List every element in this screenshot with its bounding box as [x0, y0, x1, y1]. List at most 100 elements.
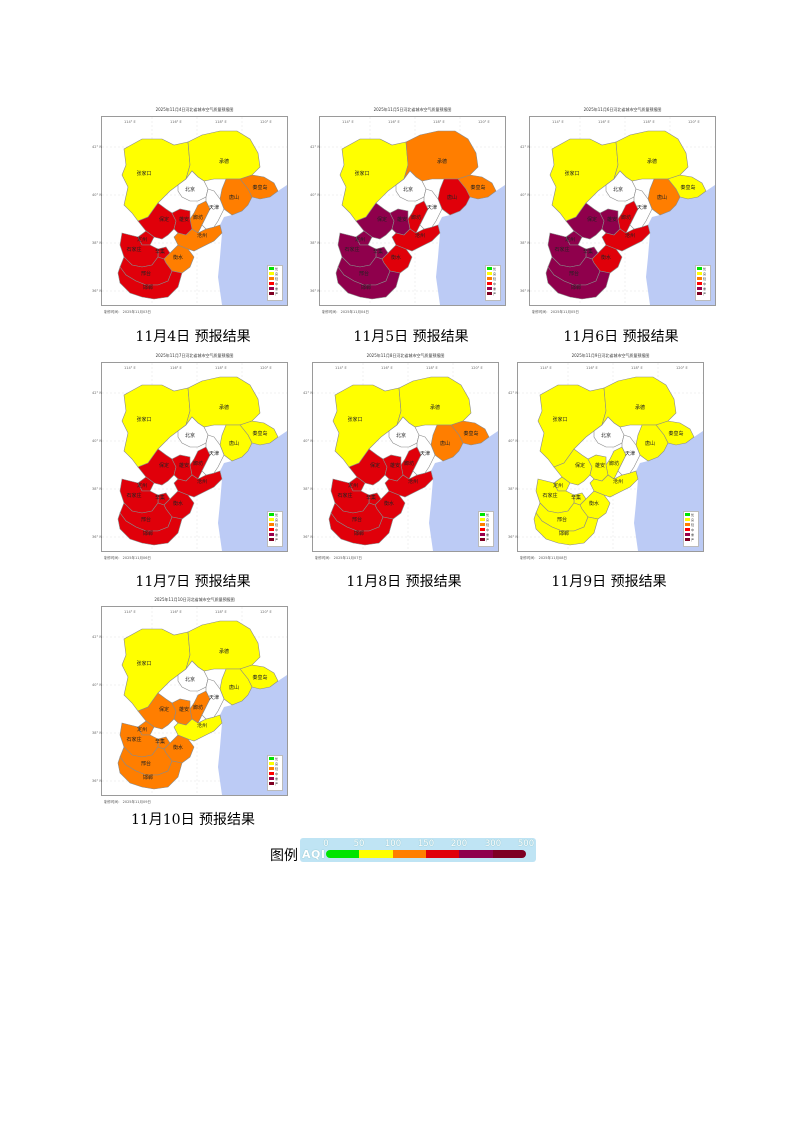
- region-zjk: [332, 384, 402, 468]
- aqi-color-segment: [459, 850, 493, 858]
- map-legend-text: 良: [486, 517, 490, 522]
- map-legend-item: 良: [684, 517, 698, 522]
- city-label-dj: 定州: [348, 482, 358, 489]
- city-label-zjk: 张家口: [354, 170, 369, 177]
- longitude-tick: 116° E: [170, 610, 182, 614]
- map-title: 2025年11月7日河北省城市空气质量预报图: [155, 353, 234, 358]
- longitude-tick: 120° E: [260, 366, 272, 370]
- panel-caption: 11月9日 预报结果: [551, 574, 667, 590]
- city-label-bj: 北京: [601, 432, 611, 439]
- region-zjk: [121, 138, 191, 222]
- city-label-lf: 廊坊: [411, 214, 421, 221]
- longitude-tick: 116° E: [170, 366, 182, 370]
- city-label-xt: 邢台: [141, 270, 151, 277]
- city-label-lf: 廊坊: [621, 214, 631, 221]
- longitude-tick: 114° E: [552, 120, 564, 124]
- city-label-lf: 廊坊: [609, 460, 619, 467]
- forecast-map-panel: 2025年11月6日河北省城市空气质量预报图 张家口 承德 秦皇岛 唐山 廊坊 保定 雄安 定州…: [520, 107, 716, 314]
- city-label-zjk: 张家口: [347, 416, 362, 423]
- map-legend-text: 中: [275, 771, 279, 776]
- longitude-tick: 114° E: [124, 120, 136, 124]
- map-legend-swatch: [487, 292, 492, 295]
- city-label-ts: 唐山: [229, 684, 239, 691]
- city-label-tj: 天津: [637, 204, 647, 211]
- latitude-tick: 42° N: [508, 391, 518, 395]
- map-legend-item: 中: [268, 527, 282, 532]
- map-legend-item: 严: [268, 291, 282, 296]
- city-label-tj: 天津: [209, 450, 219, 457]
- map-legend-item: 严: [479, 537, 493, 542]
- map-legend-item: 中: [479, 527, 493, 532]
- longitude-tick: 118° E: [215, 610, 227, 614]
- map-legend-swatch: [269, 767, 274, 770]
- city-label-bj: 北京: [185, 186, 195, 193]
- city-label-sjz: 石家庄: [542, 492, 557, 499]
- city-label-cz: 沧州: [613, 478, 623, 485]
- city-label-hd: 邯郸: [571, 284, 581, 291]
- region-cd: [601, 376, 677, 428]
- city-label-bj: 北京: [185, 432, 195, 439]
- city-label-xt: 邢台: [569, 270, 579, 277]
- city-label-xa: 雄安: [397, 216, 407, 223]
- longitude-tick: 118° E: [215, 120, 227, 124]
- city-label-qhd: 秦皇岛: [668, 430, 683, 437]
- map-legend-text: 中: [275, 281, 279, 286]
- city-label-lf: 廊坊: [404, 460, 414, 467]
- map-legend-item: 优: [486, 266, 500, 271]
- region-hd: [328, 512, 394, 546]
- map-legend-swatch: [685, 523, 690, 526]
- map-legend-text: 良: [493, 271, 497, 276]
- map-legend-swatch: [269, 287, 274, 290]
- map-legend-text: 优: [275, 756, 279, 761]
- legend-label: 图例: [270, 848, 298, 864]
- city-label-bd: 保定: [159, 462, 169, 469]
- latitude-tick: 36° N: [310, 289, 320, 293]
- latitude-tick: 38° N: [92, 241, 102, 245]
- city-label-ts: 唐山: [440, 440, 450, 447]
- longitude-tick: 116° E: [388, 120, 400, 124]
- aqi-legend-bar: AQI 0 50 100 150 200 300 500: [300, 838, 536, 862]
- map-footnote: 制作时间： 2025年11月06日: [104, 556, 151, 560]
- map-legend-item: 优: [479, 512, 493, 517]
- aqi-color-segment: [326, 850, 359, 858]
- city-label-ts: 唐山: [447, 194, 457, 201]
- region-ts: [219, 424, 253, 462]
- city-label-zjk: 张家口: [552, 416, 567, 423]
- map-legend-swatch: [697, 292, 702, 295]
- latitude-tick: 42° N: [303, 391, 313, 395]
- city-label-bj: 北京: [185, 676, 195, 683]
- map-legend-text: 轻: [691, 522, 695, 527]
- map-legend-swatch: [697, 287, 702, 290]
- region-zjk: [549, 138, 619, 222]
- region-cz: [589, 470, 639, 498]
- city-label-sjz: 石家庄: [126, 492, 141, 499]
- region-tj: [201, 188, 225, 230]
- map-legend-item: 重: [268, 286, 282, 291]
- map-legend-swatch: [685, 533, 690, 536]
- latitude-tick: 36° N: [303, 535, 313, 539]
- city-label-bj: 北京: [403, 186, 413, 193]
- map-legend-text: 优: [703, 266, 707, 271]
- city-label-xj: 辛集: [155, 494, 165, 501]
- latitude-tick: 42° N: [520, 145, 530, 149]
- map-legend-text: 严: [275, 781, 279, 786]
- map-legend-swatch: [480, 523, 485, 526]
- city-label-dj: 定州: [565, 236, 575, 243]
- region-cz: [384, 470, 434, 498]
- latitude-tick: 36° N: [92, 779, 102, 783]
- longitude-tick: 120° E: [260, 610, 272, 614]
- aqi-tick-label: 200: [450, 839, 468, 849]
- map-legend-swatch: [480, 528, 485, 531]
- region-cz: [391, 224, 441, 252]
- panel-caption: 11月7日 预报结果: [135, 574, 251, 590]
- map-legend-swatch: [697, 282, 702, 285]
- city-label-ts: 唐山: [645, 440, 655, 447]
- map-legend-swatch: [269, 267, 274, 270]
- map-legend-swatch: [269, 757, 274, 760]
- map-legend-item: 严: [696, 291, 710, 296]
- map-legend-item: 轻: [268, 276, 282, 281]
- map-legend-item: 轻: [486, 276, 500, 281]
- map-legend-item: 良: [268, 517, 282, 522]
